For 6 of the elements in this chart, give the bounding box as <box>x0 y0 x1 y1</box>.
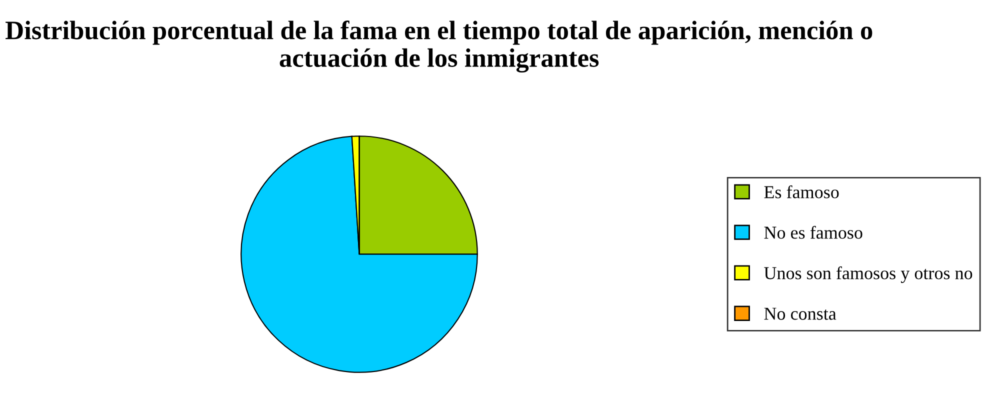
legend-label: Unos son famosos y otros no <box>764 266 972 283</box>
legend-label: No es famoso <box>764 226 862 239</box>
chart-title: Distribución porcentual de la fama en el tiempo total de aparición, mención o actuación de los inmigrantes <box>6 20 872 73</box>
legend-label: Es famoso <box>764 185 839 198</box>
pie-slice <box>240 136 478 373</box>
legend-label: No consta <box>764 308 836 320</box>
